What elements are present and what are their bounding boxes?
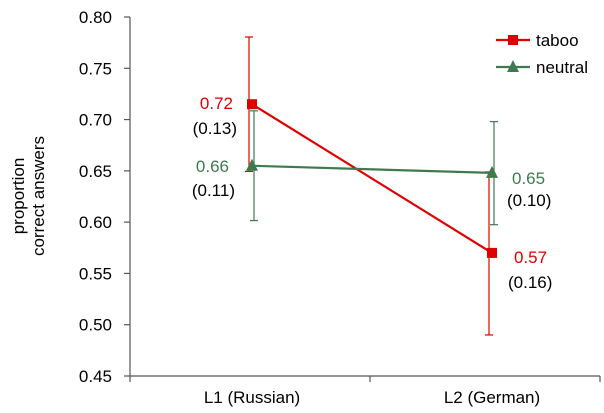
y-tick-label: 0.80 bbox=[79, 8, 112, 27]
sd-label-neutral-l2: (0.10) bbox=[507, 191, 551, 210]
data-point-taboo bbox=[247, 99, 257, 110]
series-taboo bbox=[245, 36, 497, 336]
sd-label-taboo-l1: (0.13) bbox=[193, 119, 237, 138]
legend-label-taboo: taboo bbox=[536, 31, 579, 50]
data-point-neutral bbox=[486, 165, 498, 178]
y-axis-title-line2: correct answers bbox=[29, 136, 48, 256]
axes bbox=[129, 17, 600, 377]
legend-marker-taboo bbox=[508, 35, 518, 45]
sd-label-taboo-l2: (0.16) bbox=[508, 273, 552, 292]
series-neutral bbox=[246, 110, 498, 226]
value-label-neutral-l2: 0.65 bbox=[512, 169, 545, 188]
y-axis-title-line1: proportion bbox=[9, 158, 28, 235]
x-tick-label: L2 (German) bbox=[444, 388, 540, 407]
x-ticks: L1 (Russian) L2 (German) bbox=[129, 376, 601, 407]
value-label-neutral-l1: 0.66 bbox=[196, 157, 229, 176]
y-tick-label: 0.65 bbox=[79, 162, 112, 181]
y-tick-label: 0.60 bbox=[79, 213, 112, 232]
y-ticks: 0.45 0.50 0.55 0.60 0.65 0.70 0.75 0.80 bbox=[79, 8, 130, 386]
series-layer bbox=[245, 36, 498, 336]
value-label-taboo-l2: 0.57 bbox=[514, 248, 547, 267]
value-label-taboo-l1: 0.72 bbox=[200, 94, 233, 113]
data-point-neutral bbox=[246, 158, 258, 171]
y-tick-label: 0.70 bbox=[79, 111, 112, 130]
series-line-taboo bbox=[251, 103, 493, 254]
legend: taboo neutral bbox=[496, 31, 588, 77]
legend-marker-neutral bbox=[507, 60, 519, 72]
data-labels: 0.72 (0.13) 0.57 (0.16) 0.66 (0.11) 0.65 (0.10) bbox=[192, 94, 553, 292]
legend-label-neutral: neutral bbox=[536, 58, 588, 77]
y-tick-label: 0.75 bbox=[79, 59, 112, 78]
y-tick-label: 0.50 bbox=[79, 316, 112, 335]
series-line-neutral bbox=[251, 164, 493, 175]
y-tick-label: 0.45 bbox=[79, 367, 112, 386]
sd-label-neutral-l1: (0.11) bbox=[192, 181, 235, 200]
x-tick-label: L1 (Russian) bbox=[204, 388, 300, 407]
data-point-taboo bbox=[487, 247, 497, 258]
y-tick-label: 0.55 bbox=[79, 264, 112, 283]
